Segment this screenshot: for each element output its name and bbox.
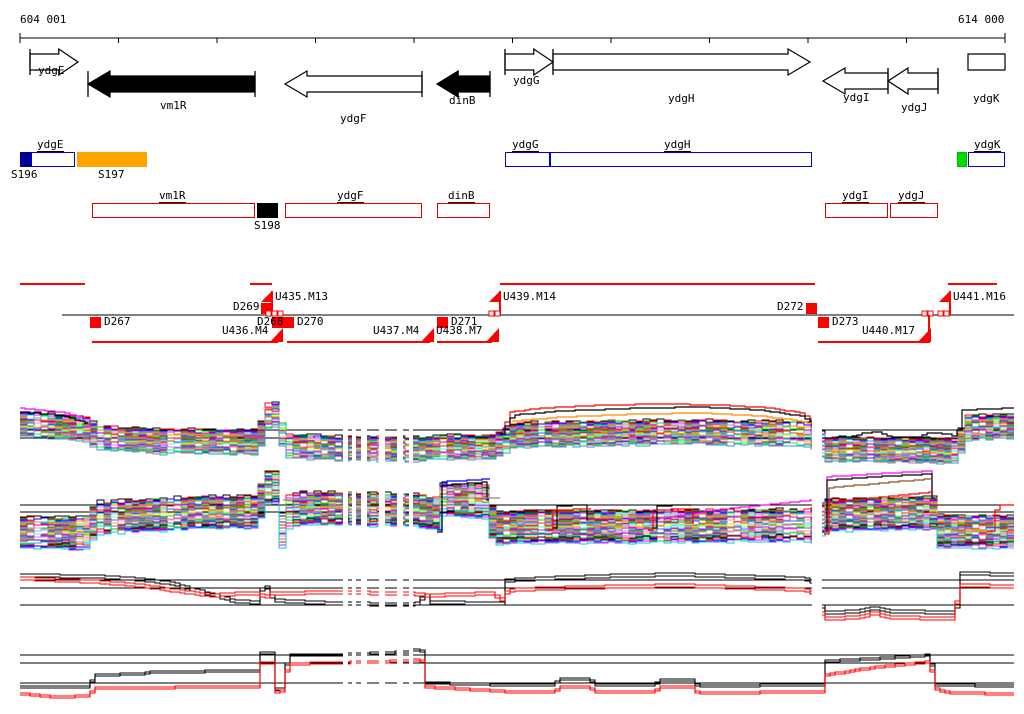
track2-feature-trace bbox=[822, 470, 934, 531]
track1-feature-trace bbox=[500, 403, 812, 433]
small-tick-square bbox=[265, 310, 272, 317]
track2-expression-trace bbox=[20, 501, 1014, 551]
track3-signal-trace bbox=[20, 579, 1014, 621]
marker-triangle-U436.M4[interactable] bbox=[270, 328, 283, 342]
track2-feature-trace bbox=[437, 481, 489, 533]
track2-feature-trace bbox=[548, 508, 591, 531]
gene-arrow-dinB[interactable] bbox=[435, 69, 491, 99]
track2-expression-trace bbox=[20, 477, 1014, 526]
marker-D269[interactable] bbox=[261, 303, 272, 314]
track1-expression-trace bbox=[20, 405, 1014, 447]
track2-expression-trace bbox=[20, 471, 1014, 520]
track1-feature-trace bbox=[500, 406, 812, 435]
small-tick-square bbox=[494, 310, 501, 317]
missing-data-stripe bbox=[397, 400, 403, 702]
segment-box-S198[interactable] bbox=[257, 203, 278, 218]
track2-feature-trace bbox=[650, 499, 814, 521]
segment-box-S196[interactable] bbox=[20, 152, 31, 167]
marker-D268[interactable] bbox=[272, 317, 283, 328]
track2-feature-trace bbox=[283, 497, 500, 501]
track1-feature-trace bbox=[822, 407, 1014, 439]
segment-box-S197[interactable] bbox=[77, 152, 147, 167]
segment-box-ydgH[interactable] bbox=[550, 152, 812, 167]
small-tick-square bbox=[277, 310, 284, 317]
track1-feature-trace bbox=[512, 412, 812, 424]
track1-expression-trace bbox=[20, 426, 1014, 465]
track2-feature-trace bbox=[822, 473, 935, 533]
segment-box-ydgG[interactable] bbox=[505, 152, 550, 167]
marker-triangle-U437.M4[interactable] bbox=[421, 328, 434, 342]
track4-signal-trace bbox=[20, 658, 1014, 697]
marker-D271[interactable] bbox=[437, 317, 448, 328]
segment-box-ydgI[interactable] bbox=[825, 203, 888, 218]
gene-arrow-ydgI[interactable] bbox=[821, 66, 889, 96]
segment-box-unlabeled-row1[interactable] bbox=[957, 152, 967, 167]
track2-feature-trace bbox=[648, 508, 694, 531]
flag-pennant-U439.M14[interactable] bbox=[489, 291, 500, 302]
small-tick-square bbox=[488, 310, 495, 317]
track2-feature-trace bbox=[824, 491, 933, 535]
track2-expression-trace bbox=[20, 482, 1014, 530]
small-tick-square bbox=[943, 310, 950, 317]
track2-feature-trace bbox=[652, 504, 691, 529]
track4-signal-trace bbox=[20, 660, 1014, 699]
track2-expression-trace bbox=[20, 498, 1014, 547]
gene-arrow-ydgK[interactable] bbox=[967, 53, 1006, 71]
track2-feature-trace bbox=[990, 504, 1014, 532]
flag-pennant-U441.M16[interactable] bbox=[939, 291, 950, 302]
track2-feature-trace bbox=[824, 478, 933, 533]
flag-pennant-U435.M13[interactable] bbox=[261, 291, 272, 302]
small-tick-square bbox=[937, 310, 944, 317]
gene-arrow-ydgH[interactable] bbox=[552, 47, 812, 77]
small-tick-square bbox=[927, 310, 934, 317]
marker-D267[interactable] bbox=[90, 317, 101, 328]
missing-data-stripe bbox=[812, 402, 822, 636]
track2-feature-trace bbox=[437, 478, 490, 531]
track1-expression-trace bbox=[20, 414, 1014, 454]
gene-arrow-ydgF[interactable] bbox=[283, 69, 423, 99]
gene-arrow-ydgJ[interactable] bbox=[886, 66, 939, 96]
gene-arrow-ydgG[interactable] bbox=[504, 47, 555, 77]
segment-box-ydgK[interactable] bbox=[968, 152, 1005, 167]
marker-D272[interactable] bbox=[806, 303, 817, 314]
segment-box-vm1R[interactable] bbox=[92, 203, 255, 218]
segment-box-ydgF[interactable] bbox=[285, 203, 422, 218]
track2-expression-trace bbox=[20, 502, 1014, 550]
marker-triangle-U440.M17[interactable] bbox=[918, 328, 931, 342]
segment-box-ydgE[interactable] bbox=[31, 152, 75, 167]
segment-box-ydgJ[interactable] bbox=[890, 203, 938, 218]
track1-expression-trace bbox=[20, 414, 1014, 455]
missing-data-stripe bbox=[352, 400, 356, 702]
missing-data-stripe bbox=[409, 400, 413, 702]
track1-expression-trace bbox=[20, 415, 1014, 454]
marker-D273[interactable] bbox=[818, 317, 829, 328]
track4-signal-trace bbox=[20, 648, 1014, 689]
marker-D270[interactable] bbox=[283, 317, 294, 328]
track1-expression-trace bbox=[20, 423, 1014, 463]
track3-signal-trace bbox=[20, 574, 1014, 615]
segment-box-dinB[interactable] bbox=[437, 203, 490, 218]
track1-feature-trace bbox=[20, 411, 88, 424]
marker-triangle-U438.M7[interactable] bbox=[486, 328, 499, 342]
track2-expression-trace bbox=[20, 492, 1014, 539]
track1-expression-trace bbox=[20, 421, 1014, 461]
missing-data-stripe bbox=[379, 400, 385, 702]
gene-arrow-ydgE[interactable] bbox=[29, 47, 80, 77]
missing-data-stripe bbox=[361, 400, 367, 702]
track4-signal-trace bbox=[20, 650, 1014, 691]
small-tick-square bbox=[271, 310, 278, 317]
track1-feature-trace bbox=[20, 407, 92, 427]
track3-signal-trace bbox=[20, 576, 1014, 618]
track3-signal-trace bbox=[20, 571, 1014, 612]
gene-arrow-vm1R[interactable] bbox=[86, 69, 256, 99]
missing-data-stripe bbox=[343, 400, 348, 702]
small-tick-square bbox=[921, 310, 928, 317]
track1-expression-trace bbox=[20, 418, 1014, 459]
